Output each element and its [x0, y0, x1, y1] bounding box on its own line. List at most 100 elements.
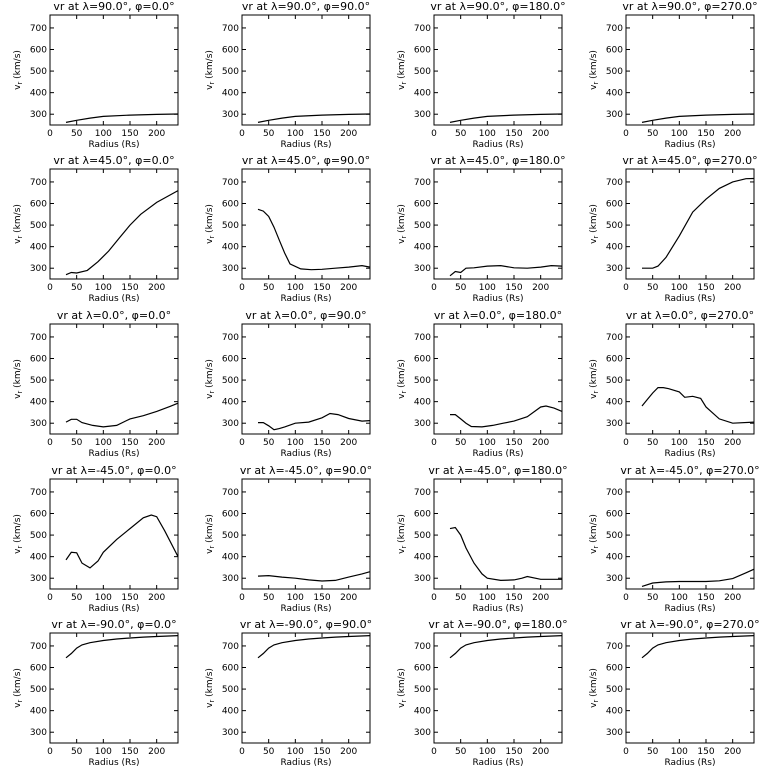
chart-panel-2: vr at λ=90.0°, φ=90.0° 0 50 100 150 200 300 400…: [205, 0, 371, 150]
y-tick-label: 700: [222, 24, 239, 34]
x-tick-label: 200: [532, 438, 549, 448]
y-tick-label: 400: [30, 89, 47, 99]
y-tick-label: 700: [414, 488, 431, 498]
series-line: [257, 635, 371, 659]
chart-panel-12: vr at λ=0.0°, φ=270.0° 0 50 100 150 200 300 400…: [589, 309, 755, 459]
x-tick-label: 100: [671, 129, 688, 139]
y-axis-label: vr (km/s): [397, 668, 408, 708]
y-axis-label: vr (km/s): [13, 204, 24, 244]
y-tick-label: 400: [414, 707, 431, 717]
y-tick-label: 600: [30, 355, 47, 365]
x-tick-label: 50: [647, 283, 659, 293]
y-tick-label: 400: [414, 553, 431, 563]
x-tick-label: 0: [47, 283, 53, 293]
x-tick-label: 100: [95, 438, 112, 448]
y-axis-label: vr (km/s): [589, 204, 600, 244]
x-tick-label: 100: [95, 747, 112, 757]
y-tick-label: 300: [414, 728, 431, 738]
x-tick-label: 200: [340, 129, 357, 139]
y-tick-label: 700: [414, 24, 431, 34]
x-tick-label: 100: [479, 129, 496, 139]
series-line: [257, 113, 371, 123]
y-tick-label: 500: [414, 221, 431, 231]
x-tick-label: 200: [340, 438, 357, 448]
x-tick-label: 100: [671, 747, 688, 757]
y-tick-label: 700: [30, 333, 47, 343]
series-line: [449, 526, 562, 582]
y-tick-label: 700: [30, 488, 47, 498]
y-tick-label: 600: [30, 510, 47, 520]
x-tick-label: 50: [71, 438, 83, 448]
plot-frame: [625, 632, 755, 744]
y-tick-label: 700: [606, 333, 623, 343]
y-tick-label: 700: [606, 178, 623, 188]
series-line: [641, 635, 755, 659]
y-tick-label: 600: [30, 200, 47, 210]
y-tick-label: 400: [30, 707, 47, 717]
x-tick-label: 0: [239, 747, 245, 757]
series-line: [641, 113, 755, 123]
y-tick-label: 400: [222, 707, 239, 717]
y-tick-label: 400: [606, 398, 623, 408]
x-tick-label: 100: [671, 283, 688, 293]
x-tick-label: 0: [623, 593, 629, 603]
x-tick-label: 0: [47, 747, 53, 757]
series-line: [257, 571, 371, 582]
y-tick-label: 300: [606, 574, 623, 584]
plot-frame: [241, 632, 371, 744]
x-tick-label: 50: [263, 593, 275, 603]
panel-title: vr at λ=-45.0°, φ=180.0°: [428, 464, 567, 477]
x-axis-label: Radius (Rs): [88, 604, 139, 614]
x-tick-label: 150: [697, 283, 714, 293]
panel-title: vr at λ=0.0°, φ=180.0°: [434, 309, 562, 322]
chart-panel-8: vr at λ=45.0°, φ=270.0° 0 50 100 150 200 300 40…: [589, 154, 758, 304]
x-tick-label: 0: [431, 747, 437, 757]
y-tick-label: 700: [414, 642, 431, 652]
plot-frame: [49, 632, 179, 744]
y-tick-label: 300: [30, 264, 47, 274]
x-axis-label: Radius (Rs): [88, 449, 139, 459]
x-tick-label: 100: [287, 593, 304, 603]
x-tick-label: 50: [647, 129, 659, 139]
panel-title: vr at λ=0.0°, φ=270.0°: [626, 309, 754, 322]
panel-title: vr at λ=90.0°, φ=90.0°: [242, 0, 370, 13]
y-tick-label: 600: [606, 200, 623, 210]
x-tick-label: 50: [71, 283, 83, 293]
x-tick-label: 150: [505, 593, 522, 603]
x-tick-label: 50: [647, 438, 659, 448]
y-tick-label: 300: [414, 419, 431, 429]
y-tick-label: 700: [414, 333, 431, 343]
chart-panel-13: vr at λ=-45.0°, φ=0.0° 0 50 100 150 200 300 400…: [13, 464, 179, 614]
x-tick-label: 50: [71, 129, 83, 139]
x-tick-label: 150: [697, 593, 714, 603]
x-tick-label: 50: [455, 438, 467, 448]
y-tick-label: 500: [222, 221, 239, 231]
x-tick-label: 50: [647, 747, 659, 757]
y-tick-label: 600: [606, 46, 623, 56]
x-axis-label: Radius (Rs): [472, 604, 523, 614]
series-line: [642, 177, 755, 269]
x-tick-label: 200: [532, 283, 549, 293]
y-tick-label: 500: [222, 531, 239, 541]
x-tick-label: 200: [532, 747, 549, 757]
x-tick-label: 150: [697, 747, 714, 757]
y-tick-label: 500: [30, 67, 47, 77]
y-axis-label: vr (km/s): [397, 204, 408, 244]
panel-title: vr at λ=90.0°, φ=180.0°: [430, 0, 565, 13]
x-tick-label: 50: [263, 283, 275, 293]
y-tick-label: 300: [222, 264, 239, 274]
series-line: [449, 264, 563, 277]
chart-panel-18: vr at λ=-90.0°, φ=90.0° 0 50 100 150 200 300 40…: [205, 618, 372, 768]
y-tick-label: 300: [606, 728, 623, 738]
series-line: [65, 402, 179, 428]
series-line: [65, 514, 179, 569]
x-tick-label: 150: [313, 129, 330, 139]
chart-panel-3: vr at λ=90.0°, φ=180.0° 0 50 100 150 200 300 40…: [397, 0, 566, 150]
y-tick-label: 500: [30, 221, 47, 231]
y-axis-label: vr (km/s): [589, 668, 600, 708]
plot-frame: [49, 168, 179, 280]
plot-frame: [49, 323, 179, 435]
x-tick-label: 100: [287, 129, 304, 139]
chart-panel-17: vr at λ=-90.0°, φ=0.0° 0 50 100 150 200 300 400…: [13, 618, 179, 768]
